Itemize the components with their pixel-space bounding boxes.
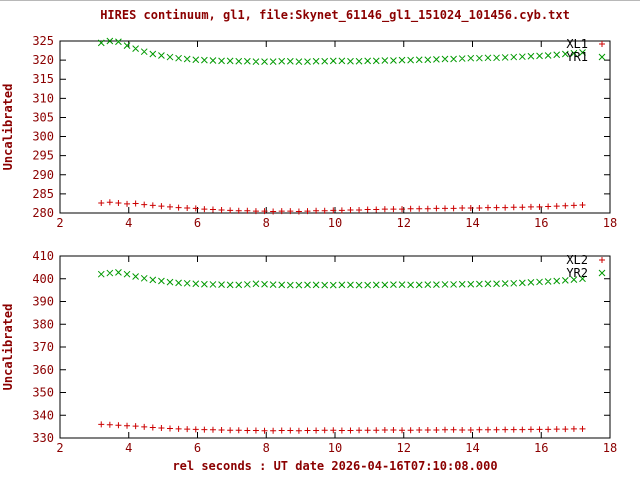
y-tick-label: 295	[32, 149, 54, 163]
x-tick-label: 12	[397, 216, 411, 230]
x-tick-label: 12	[397, 441, 411, 455]
y-tick-label: 305	[32, 110, 54, 124]
y-tick-label: 290	[32, 168, 54, 182]
panel-2: 2 4 6 8 10 12 14 16 18 330 340 350 360 370 380 390 400 41…	[1, 249, 617, 473]
x-tick-label: 14	[465, 441, 479, 455]
series-YR2	[97, 269, 586, 289]
series-YR1	[97, 37, 586, 65]
series-XL1	[98, 199, 586, 215]
legend-label-XL2: XL2	[566, 253, 588, 267]
y-tick-label: 350	[32, 386, 54, 400]
y-tick-label: 300	[32, 130, 54, 144]
y-tick-label: 340	[32, 408, 54, 422]
y-tick-label: 285	[32, 187, 54, 201]
y-tick-label: 380	[32, 317, 54, 331]
x-tick-label: 16	[534, 216, 548, 230]
x-tick-label: 18	[603, 216, 617, 230]
y-tick-label: 360	[32, 363, 54, 377]
x-axis-label: rel seconds : UT date 2026-04-16T07:10:0…	[172, 459, 497, 473]
x-tick-label: 18	[603, 441, 617, 455]
y-tick-label: 315	[32, 72, 54, 86]
y-tick-label: 325	[32, 34, 54, 48]
y-tick-label: 330	[32, 431, 54, 445]
x-tick-label: 6	[194, 216, 201, 230]
y-tick-label: 320	[32, 53, 54, 67]
x-tick-label: 6	[194, 441, 201, 455]
legend-marker-XL2	[599, 257, 605, 263]
x-tick-label: 4	[125, 441, 132, 455]
x-tick-label: 4	[125, 216, 132, 230]
x-tick-label: 8	[263, 441, 270, 455]
y-axis-label: Uncalibrated	[1, 84, 15, 171]
chart-title: HIRES continuum, gl1, file:Skynet_61146_…	[100, 8, 570, 23]
y-tick-label: 310	[32, 91, 54, 105]
x-tick-label: 2	[56, 216, 63, 230]
legend-label-YR1: YR1	[566, 50, 588, 64]
legend-label-XL1: XL1	[566, 37, 588, 51]
x-tick-label: 8	[263, 216, 270, 230]
series-XL2	[98, 421, 586, 434]
plot-border	[59, 40, 611, 214]
x-tick-label: 2	[56, 441, 63, 455]
legend-label-YR2: YR2	[566, 266, 588, 280]
x-tick-label: 16	[534, 441, 548, 455]
x-tick-label: 10	[328, 216, 342, 230]
x-tick-label: 14	[465, 216, 479, 230]
legend-marker-YR1	[598, 53, 606, 61]
x-tick-label: 10	[328, 441, 342, 455]
y-tick-label: 400	[32, 272, 54, 286]
legend-marker-XL1	[599, 41, 605, 47]
y-tick-label: 280	[32, 206, 54, 220]
legend-marker-YR2	[598, 269, 606, 277]
y-tick-label: 410	[32, 249, 54, 263]
y-axis-label: Uncalibrated	[1, 304, 15, 391]
y-tick-label: 390	[32, 295, 54, 309]
y-tick-label: 370	[32, 340, 54, 354]
panel-1: 2 4 6 8 10 12 14 16 18 280 285 290 295 300 305 310 315 32…	[1, 8, 617, 230]
